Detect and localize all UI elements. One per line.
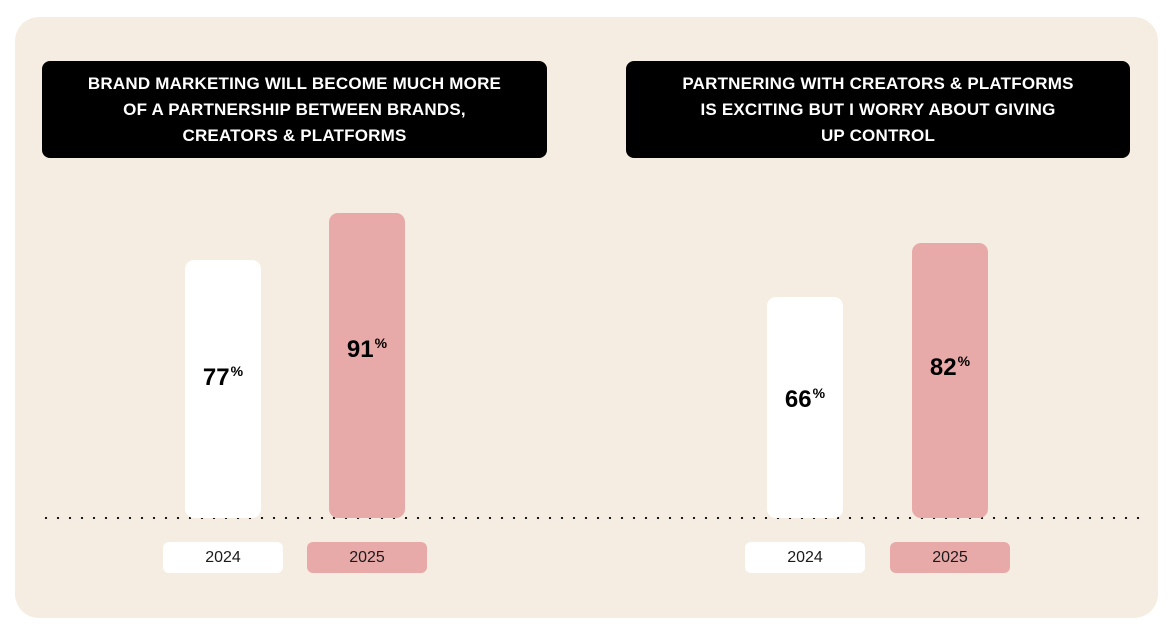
bar-value-label: 91% bbox=[347, 335, 387, 364]
chart-title-line: BRAND MARKETING WILL BECOME MUCH MORE bbox=[87, 73, 502, 93]
chart-title-line: UP CONTROL bbox=[820, 125, 936, 145]
year-label-2025: 2025 bbox=[890, 542, 1010, 573]
percent-sign: % bbox=[812, 385, 826, 402]
bar-value: 77 bbox=[202, 364, 230, 392]
bar-value-label: 77% bbox=[203, 363, 243, 392]
year-label-2024: 2024 bbox=[163, 542, 283, 573]
bar-2024 bbox=[185, 260, 261, 518]
year-label-2025: 2025 bbox=[307, 542, 427, 573]
percent-sign: % bbox=[957, 353, 971, 370]
percent-sign: % bbox=[374, 335, 388, 352]
bar-value-label: 82% bbox=[930, 353, 970, 382]
dotted-baseline bbox=[40, 517, 1140, 519]
year-label-2024: 2024 bbox=[745, 542, 865, 573]
bar-2025 bbox=[329, 213, 405, 518]
bar-value-label: 66% bbox=[785, 385, 825, 414]
chart-title: PARTNERING WITH CREATORS & PLATFORMS IS E… bbox=[626, 61, 1130, 158]
chart-title-line: PARTNERING WITH CREATORS & PLATFORMS bbox=[682, 73, 1074, 93]
chart-panel-1: BRAND MARKETING WILL BECOME MUCH MORE OF … bbox=[15, 17, 1158, 618]
chart-card: BRAND MARKETING WILL BECOME MUCH MORE OF … bbox=[15, 17, 1158, 618]
chart-title-line: CREATORS & PLATFORMS bbox=[182, 125, 407, 145]
chart-title-line: OF A PARTNERSHIP BETWEEN BRANDS, bbox=[123, 99, 466, 119]
bar-value: 82 bbox=[929, 354, 957, 382]
percent-sign: % bbox=[230, 363, 244, 380]
bar-2024 bbox=[767, 296, 843, 518]
chart-panel-2: PARTNERING WITH CREATORS & PLATFORMS IS E… bbox=[15, 17, 1158, 618]
bar-value: 66 bbox=[784, 386, 812, 414]
chart-title-line: IS EXCITING BUT I WORRY ABOUT GIVING bbox=[700, 99, 1056, 119]
bar-2025 bbox=[912, 243, 988, 518]
bar-value: 91 bbox=[346, 336, 374, 364]
chart-title: BRAND MARKETING WILL BECOME MUCH MORE OF … bbox=[42, 61, 547, 158]
